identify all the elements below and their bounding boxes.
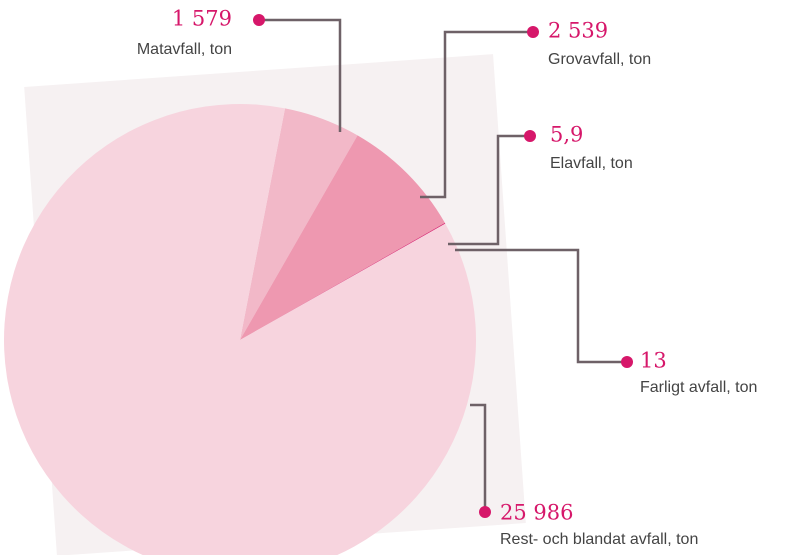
leader-line bbox=[470, 403, 487, 512]
category-label: Rest- och blandat avfall, ton bbox=[500, 531, 698, 548]
category-label: Elavfall, ton bbox=[550, 155, 633, 172]
pie-slice bbox=[240, 223, 446, 340]
value-label: 5,9 bbox=[550, 123, 583, 147]
category-label: Matavfall, ton bbox=[137, 41, 232, 58]
pie-slice bbox=[240, 135, 445, 340]
pie-slice bbox=[240, 222, 445, 340]
pie-slice bbox=[240, 108, 358, 340]
value-label: 13 bbox=[640, 349, 667, 373]
leader-dot bbox=[524, 130, 536, 142]
value-label: 1 579 bbox=[172, 7, 232, 31]
leader-line bbox=[455, 248, 627, 364]
leader-line bbox=[420, 30, 533, 199]
leader-line bbox=[259, 18, 342, 132]
leader-dot bbox=[527, 26, 539, 38]
category-label: Farligt avfall, ton bbox=[640, 379, 757, 396]
leader-dot bbox=[479, 506, 491, 518]
value-label: 2 539 bbox=[548, 19, 608, 43]
value-label: 25 986 bbox=[500, 501, 573, 525]
pie bbox=[4, 104, 476, 555]
labels: 1 579 Matavfall, ton 2 539 Grovavfall, ton 5… bbox=[137, 7, 758, 549]
leader-dot bbox=[253, 14, 265, 26]
leader-dot bbox=[621, 356, 633, 368]
category-label: Grovavfall, ton bbox=[548, 51, 651, 68]
leader-line bbox=[448, 134, 530, 246]
pie-slice bbox=[4, 104, 476, 555]
